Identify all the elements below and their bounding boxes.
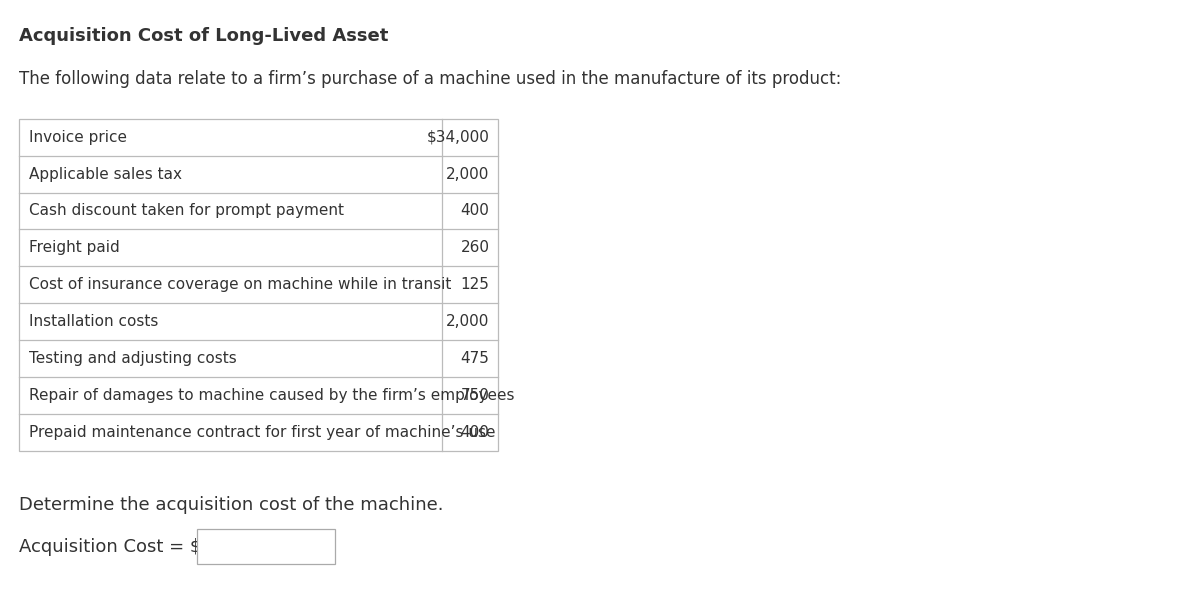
- Text: 475: 475: [461, 351, 490, 367]
- Text: Applicable sales tax: Applicable sales tax: [29, 166, 182, 182]
- Text: Acquisition Cost = $: Acquisition Cost = $: [19, 538, 202, 555]
- Text: Installation costs: Installation costs: [29, 314, 158, 330]
- Text: 2,000: 2,000: [446, 314, 490, 330]
- Text: 400: 400: [461, 203, 490, 219]
- Text: Repair of damages to machine caused by the firm’s employees: Repair of damages to machine caused by t…: [29, 388, 515, 403]
- Text: Cash discount taken for prompt payment: Cash discount taken for prompt payment: [29, 203, 344, 219]
- Text: 750: 750: [461, 388, 490, 403]
- Text: 400: 400: [461, 425, 490, 440]
- Text: The following data relate to a firm’s purchase of a machine used in the manufact: The following data relate to a firm’s pu…: [19, 70, 841, 88]
- Text: 260: 260: [461, 240, 490, 256]
- Text: Testing and adjusting costs: Testing and adjusting costs: [29, 351, 236, 367]
- Text: Determine the acquisition cost of the machine.: Determine the acquisition cost of the ma…: [19, 496, 444, 514]
- Text: Acquisition Cost of Long-Lived Asset: Acquisition Cost of Long-Lived Asset: [19, 27, 389, 45]
- Text: Invoice price: Invoice price: [29, 129, 127, 145]
- Text: 2,000: 2,000: [446, 166, 490, 182]
- Text: Cost of insurance coverage on machine while in transit: Cost of insurance coverage on machine wh…: [29, 277, 451, 293]
- Text: 125: 125: [461, 277, 490, 293]
- Text: $34,000: $34,000: [427, 129, 490, 145]
- Text: Freight paid: Freight paid: [29, 240, 120, 256]
- Text: Prepaid maintenance contract for first year of machine’s use: Prepaid maintenance contract for first y…: [29, 425, 496, 440]
